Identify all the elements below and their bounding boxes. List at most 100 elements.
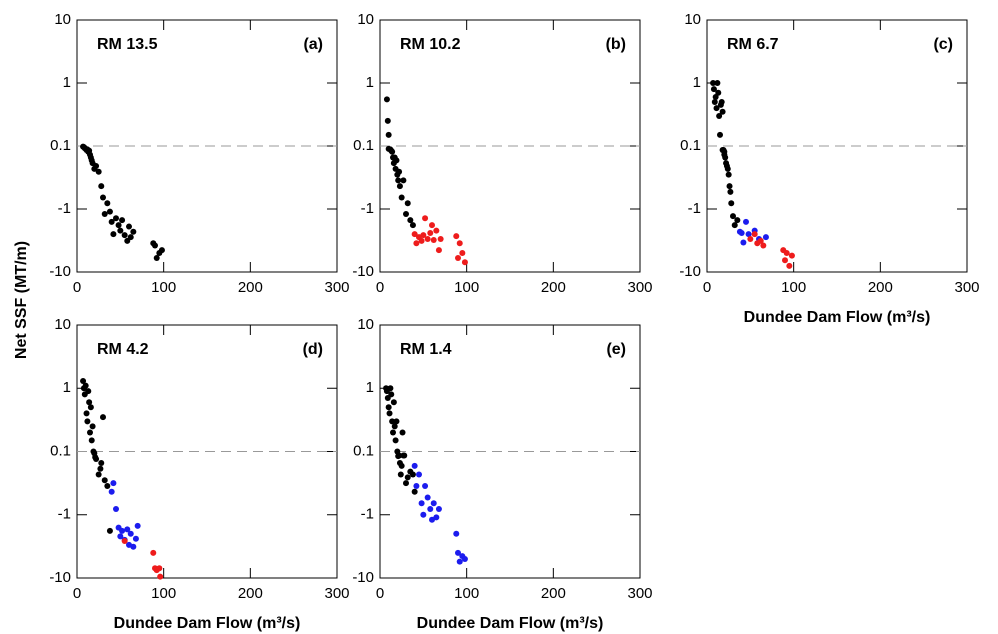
data-point [400,177,407,184]
x-tick-label: 300 [627,279,652,296]
data-point [87,429,93,436]
data-point [130,543,137,550]
data-point [110,231,117,238]
data-point [101,477,108,484]
data-point [456,558,463,565]
data-point [757,237,764,244]
data-point [108,488,115,495]
data-point [390,399,397,406]
data-point [397,471,404,478]
data-point [407,217,414,224]
data-point [126,223,132,230]
data-point [127,234,134,241]
x-tick-label: 0 [376,279,384,296]
data-point [93,455,100,462]
data-point [393,157,400,164]
x-tick-label: 200 [541,585,566,602]
panel-title: RM 6.7 [727,36,779,53]
data-point [788,252,795,259]
data-point [395,177,402,184]
data-point [456,240,463,247]
y-tick-label: -1 [688,200,701,217]
data-point [157,573,164,580]
x-tick-label: 300 [324,279,349,296]
data-point [82,382,89,389]
y-tick-label: 1 [63,379,71,396]
data-point [150,549,157,556]
y-tick-label: -1 [361,200,374,217]
data-point [104,483,111,489]
data-point [711,98,718,105]
data-point [93,163,100,170]
data-point [383,96,390,103]
data-point [404,200,411,207]
x-tick-label: 300 [324,585,349,602]
data-point [722,154,729,161]
data-point [124,526,131,533]
data-point [455,255,461,262]
data-point [104,200,111,207]
data-point [751,231,758,238]
y-tick-label: 0.1 [680,137,701,154]
data-point [121,232,128,239]
data-point [411,231,418,238]
data-point [113,215,119,222]
data-point [101,210,108,217]
y-tick-label: -10 [352,263,374,280]
y-tick-label: 1 [693,74,701,91]
data-point [714,80,721,86]
data-point [106,208,113,215]
data-point [433,514,440,521]
data-point [416,471,422,478]
data-point [762,234,769,241]
data-point [398,462,405,469]
data-point [713,105,720,112]
x-tick-label: 100 [151,279,176,296]
data-point [717,131,723,138]
data-point [387,385,394,392]
data-point [156,565,163,572]
data-point [427,506,434,512]
data-point [740,239,747,246]
y-axis-label: Net SSF (MT/m) [13,241,30,359]
data-point [710,86,717,93]
data-point [461,259,468,266]
data-point [435,506,442,512]
y-tick-label: -10 [49,569,71,586]
data-point [422,215,429,222]
y-tick-label: 1 [63,74,71,91]
panel-title: RM 10.2 [400,36,461,53]
data-point [455,549,461,556]
y-tick-label: 10 [54,11,71,28]
data-point [433,227,440,234]
y-tick-label: 0.1 [353,137,374,154]
data-point [85,388,92,395]
data-point [411,488,418,495]
data-point [396,168,403,175]
x-tick-label: 100 [454,585,479,602]
data-point [385,404,392,411]
data-point [420,232,427,239]
data-point [388,391,395,398]
data-point [84,418,91,425]
data-point [132,535,139,542]
data-point [386,410,393,417]
data-point [98,460,105,466]
data-point [730,213,736,220]
x-tick-label: 200 [238,585,263,602]
data-point [437,236,444,243]
data-point [725,171,732,178]
data-point [745,231,752,238]
data-point [100,414,106,421]
data-point [88,437,95,444]
data-point [158,247,165,254]
data-point [389,418,396,425]
y-tick-label: -1 [361,506,374,523]
data-point [734,217,741,224]
data-point [152,242,158,249]
data-point [87,404,94,411]
data-point [83,410,90,417]
y-tick-label: 10 [54,316,71,333]
data-point [420,511,427,518]
panel-title: RM 4.2 [97,341,149,358]
